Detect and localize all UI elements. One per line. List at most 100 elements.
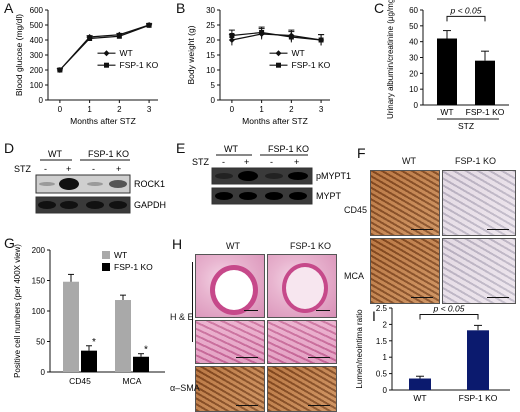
x-axis-label: Months after STZ — [70, 116, 136, 126]
x-tick-label: FSP-1 KO — [459, 393, 498, 403]
legend-swatch — [102, 251, 110, 259]
y-tick-label: 50 — [36, 338, 45, 347]
data-point — [288, 34, 294, 40]
blot-d-band-2: GAPDH — [134, 200, 166, 210]
y-tick-label: 60 — [409, 6, 418, 15]
y-tick-label: 0.5 — [376, 370, 388, 379]
panel-h-image-sma-ko — [267, 366, 337, 412]
panel-i-chart: 0 0.5 1 1.5 2 2.5 Lumen/neointima ratio WT FSP-1… — [355, 304, 510, 403]
bar — [409, 378, 431, 390]
panel-h-image-overview-wt — [195, 254, 265, 318]
blot-e-treatment: STZ — [192, 157, 210, 167]
x-tick-label: 0 — [230, 105, 235, 114]
data-point — [259, 30, 265, 35]
panel-f-image-mca-wt — [370, 238, 440, 304]
panel-h-row-he: H & E — [170, 312, 194, 322]
y-tick-label: 10 — [409, 85, 418, 94]
y-tick-label: 40 — [409, 38, 418, 47]
y-tick-label: 15 — [206, 51, 215, 60]
data-point — [87, 36, 93, 41]
y-tick-label: 1 — [383, 353, 388, 362]
blot-e-sign-3: - — [270, 157, 273, 167]
legend-label: FSP-1 KO — [292, 60, 331, 70]
panel-f-image-mca-ko — [442, 238, 516, 304]
panel-h-image-sma-wt — [195, 366, 265, 412]
y-tick-label: 400 — [30, 36, 44, 45]
panel-h-image-he-wt — [195, 320, 265, 364]
y-tick-label: 2 — [383, 320, 388, 329]
blot-e-group-wt: WT — [224, 144, 238, 154]
y-tick-label: 10 — [206, 66, 215, 75]
data-point — [57, 67, 63, 73]
significance-label: p < 0.05 — [450, 5, 482, 15]
legend-label: FSP-1 KO — [114, 262, 153, 272]
legend-marker — [275, 50, 282, 57]
panel-h-bracket — [192, 262, 193, 342]
y-tick-label: 150 — [32, 277, 46, 286]
panel-a-chart: 0 100 200 300 400 500 600 0 1 2 3 Months after STZ B… — [14, 6, 159, 126]
blot-d-band-1: ROCK1 — [134, 179, 165, 189]
panel-d-label: D — [4, 140, 15, 156]
data-point — [229, 33, 235, 38]
significance-label: p < 0.05 — [433, 304, 465, 314]
panel-a-label: A — [4, 0, 14, 16]
y-axis-label: Blood glucose (mg/dl) — [14, 14, 24, 96]
bar — [133, 356, 149, 372]
panel-e-label: E — [176, 140, 186, 156]
blot-e-band-2: MYPT — [316, 191, 342, 201]
panel-c-label: C — [374, 0, 385, 16]
x-tick-label: FSP-1 KO — [466, 107, 505, 117]
panel-h-label: H — [172, 236, 183, 252]
data-point — [318, 37, 324, 43]
x-tick-label: 3 — [147, 105, 152, 114]
y-tick-label: 200 — [32, 246, 46, 255]
x-tick-label: 1 — [87, 105, 92, 114]
group-label: STZ — [458, 121, 474, 131]
panel-f-row-cd45: CD45 — [344, 205, 368, 215]
significance-star: * — [144, 345, 148, 356]
panel-h-image-overview-ko — [267, 254, 337, 318]
data-point — [146, 22, 152, 28]
blot-d-sign-3: - — [92, 164, 95, 174]
panel-d-blot: WT FSP-1 KO STZ - + - + ROCK1 GAPDH — [14, 149, 166, 214]
y-tick-label: 200 — [30, 66, 44, 75]
panel-f-col-wt: WT — [402, 156, 416, 166]
significance-bracket — [419, 314, 479, 320]
y-axis-label: Lumen/neointima ratio — [355, 309, 364, 389]
blot-d-sign-1: - — [44, 164, 47, 174]
significance-star: * — [92, 337, 96, 348]
y-tick-label: 600 — [30, 6, 44, 15]
blot-e-sign-4: + — [294, 157, 299, 167]
x-tick-label: WT — [413, 393, 426, 403]
y-tick-label: 300 — [30, 51, 44, 60]
y-tick-label: 50 — [409, 22, 418, 31]
legend-label: WT — [120, 48, 133, 58]
panel-b-chart: 0 5 10 15 20 25 30 0 1 2 3 Months after STZ Body wei… — [186, 6, 331, 126]
x-tick-label: WT — [440, 107, 453, 117]
x-tick-label: MCA — [123, 376, 142, 386]
series-line-2 — [59, 24, 150, 71]
y-tick-label: 30 — [409, 54, 418, 63]
data-point — [116, 33, 122, 39]
panel-f-label: F — [357, 145, 366, 161]
legend-label: FSP-1 KO — [120, 60, 159, 70]
y-tick-label: 5 — [211, 81, 216, 90]
y-axis-label: Body weight (g) — [186, 25, 196, 84]
y-tick-label: 0 — [39, 96, 44, 105]
blot-d-sign-2: + — [66, 164, 71, 174]
bar — [63, 281, 79, 372]
y-tick-label: 0 — [414, 101, 419, 110]
x-tick-label: CD45 — [69, 376, 91, 386]
panel-g-label: G — [4, 235, 15, 251]
y-tick-label: 20 — [409, 69, 418, 78]
panel-c-chart: 0 10 20 30 40 50 60 Urinary albumin/creatinine … — [386, 0, 509, 131]
y-axis-label: Positive cell numbers (per 400X view) — [13, 244, 22, 378]
legend-marker — [104, 62, 109, 68]
bar — [437, 38, 457, 105]
panel-e-blot: WT FSP-1 KO STZ - + - + pMYPT1 MYPT — [192, 144, 351, 205]
panel-b-label: B — [176, 0, 186, 16]
y-tick-label: 100 — [32, 307, 46, 316]
panel-f-image-cd45-wt — [370, 170, 440, 236]
legend-marker — [103, 50, 110, 57]
blot-e-group-ko: FSP-1 KO — [268, 144, 309, 154]
